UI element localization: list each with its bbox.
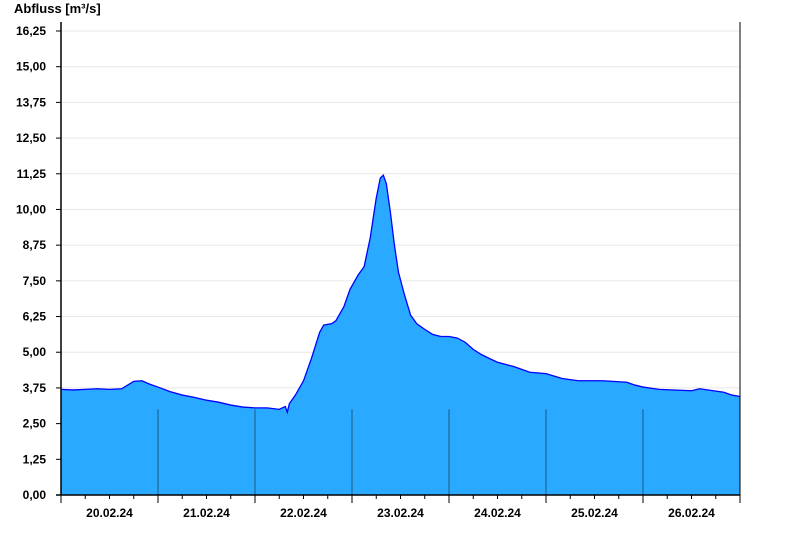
x-tick-label: 22.02.24 bbox=[280, 506, 327, 520]
y-tick-label: 10,00 bbox=[16, 202, 46, 216]
y-tick-label: 5,00 bbox=[23, 345, 47, 359]
y-tick-label: 11,25 bbox=[17, 167, 47, 181]
y-tick-label: 6,25 bbox=[23, 310, 47, 324]
x-tick-label: 25.02.24 bbox=[571, 506, 618, 520]
x-tick-label: 20.02.24 bbox=[86, 506, 133, 520]
y-tick-label: 13,75 bbox=[16, 95, 46, 109]
x-tick-label: 21.02.24 bbox=[183, 506, 230, 520]
y-tick-label: 15,00 bbox=[16, 60, 46, 74]
y-tick-label: 8,75 bbox=[23, 238, 47, 252]
x-tick-label: 24.02.24 bbox=[474, 506, 521, 520]
x-tick-label: 23.02.24 bbox=[377, 506, 424, 520]
y-tick-label: 3,75 bbox=[23, 381, 47, 395]
x-tick-label: 26.02.24 bbox=[668, 506, 715, 520]
y-tick-label: 1,25 bbox=[23, 452, 47, 466]
y-axis-label: Abfluss [m³/s] bbox=[14, 1, 101, 16]
discharge-area bbox=[61, 175, 740, 495]
y-tick-label: 0,00 bbox=[23, 488, 47, 502]
y-tick-label: 16,25 bbox=[16, 24, 46, 38]
y-tick-label: 2,50 bbox=[23, 417, 47, 431]
y-tick-label: 12,50 bbox=[16, 131, 46, 145]
discharge-line bbox=[60, 174, 741, 415]
y-tick-label: 7,50 bbox=[23, 274, 47, 288]
